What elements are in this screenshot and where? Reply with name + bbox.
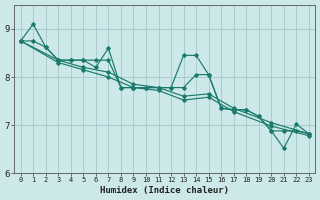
X-axis label: Humidex (Indice chaleur): Humidex (Indice chaleur) bbox=[100, 186, 229, 195]
